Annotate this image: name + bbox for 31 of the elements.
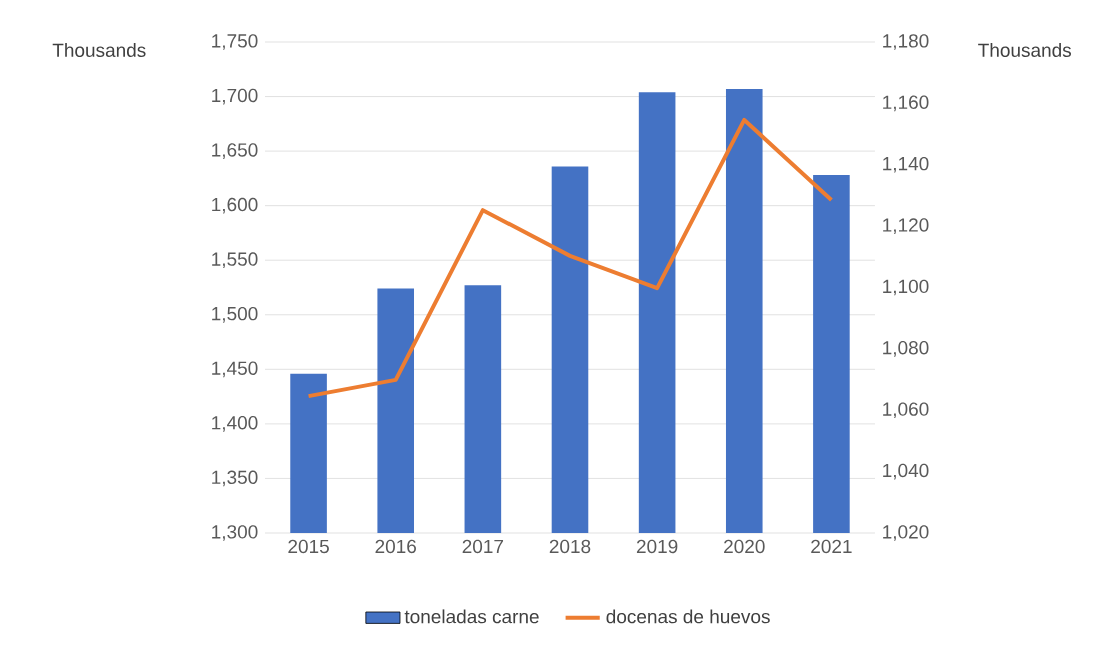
y2-tick-label: 1,180 bbox=[883, 34, 929, 50]
x-tick-label: 2018 bbox=[549, 539, 591, 554]
y2-tick-label: 1,140 bbox=[883, 156, 929, 173]
y-tick-label: 1,700 bbox=[212, 88, 258, 105]
y2-tick-label: 1,040 bbox=[883, 463, 929, 480]
x-tick-label: 2019 bbox=[636, 539, 678, 554]
y-tick-label: 1,300 bbox=[212, 525, 258, 541]
y2-tick-label: 1,080 bbox=[883, 341, 929, 357]
x-tick-label: 2016 bbox=[375, 539, 416, 554]
y2-tick-label: 1,060 bbox=[883, 402, 929, 419]
line-series bbox=[306, 117, 834, 399]
y2-tick-label: 1,020 bbox=[883, 525, 929, 541]
x-tick-label: 2017 bbox=[462, 539, 504, 554]
y2-tick-label: 1,100 bbox=[883, 279, 929, 296]
legend-label: toneladas carne bbox=[404, 609, 539, 624]
y2-tick-label: 1,160 bbox=[883, 95, 929, 112]
y-tick-label: 1,650 bbox=[212, 143, 258, 159]
y-tick-label: 1,350 bbox=[212, 470, 258, 487]
legend-label: docenas de huevos bbox=[606, 609, 770, 624]
y-axis-title: Thousands bbox=[52, 43, 146, 57]
y-tick-label: 1,550 bbox=[212, 252, 258, 269]
x-tick-label: 2015 bbox=[288, 539, 329, 554]
y-tick-label: 1,450 bbox=[212, 361, 258, 378]
y-tick-label: 1,600 bbox=[212, 197, 258, 214]
y2-tick-label: 1,120 bbox=[883, 218, 929, 234]
x-tick-label: 2021 bbox=[811, 539, 852, 554]
y-tick-label: 1,750 bbox=[212, 34, 258, 50]
y-tick-label: 1,400 bbox=[212, 416, 258, 432]
y-tick-label: 1,500 bbox=[212, 306, 258, 323]
x-tick-label: 2020 bbox=[724, 539, 765, 554]
y2-axis-title: Thousands bbox=[978, 43, 1072, 57]
